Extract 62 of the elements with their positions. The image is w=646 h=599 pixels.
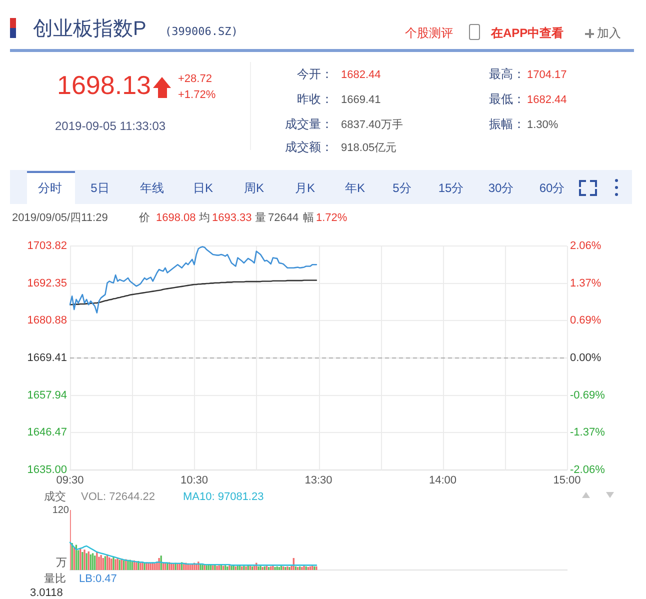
y2-tick-label: -2.06% (570, 464, 606, 476)
text: 量 (255, 212, 266, 224)
text: +1.72% (178, 89, 216, 102)
text: 5日 (90, 181, 110, 196)
text: 年线 (140, 181, 164, 196)
text: 周K (244, 181, 264, 196)
text: 15分 (438, 181, 464, 196)
text: 成交量： (285, 117, 333, 132)
x-tick-label: 14:00 (428, 474, 457, 487)
x-tick-label: 09:30 (56, 474, 84, 487)
text: 918.05亿元 (341, 142, 397, 154)
text: 今开： (297, 67, 333, 82)
x-tick-label: 10:30 (180, 474, 208, 487)
x-tick-label: 15:00 (553, 474, 581, 487)
y2-tick-label: 0.69% (570, 314, 602, 327)
chart-subtitle: (399006.SZ) (165, 25, 238, 38)
text: 2019/09/05/四11:29 (12, 212, 108, 224)
text: 1682.44 (527, 94, 567, 106)
text: 振幅： (489, 117, 525, 132)
y2-tick-label: -1.37% (570, 426, 606, 439)
text: 1704.17 (527, 69, 567, 82)
y-tick-label: 1646.47 (27, 426, 67, 439)
text: 在APP中查看 (491, 26, 564, 40)
text: 6837.40万手 (341, 119, 403, 132)
text: 最低： (489, 92, 525, 106)
text: 1.72% (316, 212, 348, 224)
y-tick-label: 1657.94 (27, 389, 67, 402)
y-tick-label: 1669.41 (27, 352, 67, 364)
y2-tick-label: 1.37% (570, 278, 602, 290)
y2-tick-label: 2.06% (570, 240, 602, 252)
text: +28.72 (178, 73, 212, 86)
text: 60分 (539, 181, 565, 196)
chart-title: 创业板指数P (33, 18, 146, 40)
text: 成交额： (285, 140, 333, 154)
text: 月K (294, 181, 316, 196)
text: 30分 (488, 181, 514, 196)
y-tick-label: 1680.88 (27, 314, 67, 327)
y-tick-label: 1703.82 (27, 240, 67, 252)
text: 日K (192, 181, 214, 196)
text: 幅 (303, 212, 314, 224)
text: 1693.33 (212, 212, 252, 224)
text: 1682.44 (341, 69, 381, 82)
text: 2019-09-05 11:33:03 (55, 119, 166, 134)
text: 价 (139, 212, 150, 224)
text: 个股测评 (405, 26, 453, 40)
text: 昨收： (297, 92, 333, 106)
y2-tick-label: 0.00% (570, 352, 602, 364)
y2-tick-label: -0.69% (570, 390, 606, 402)
text: 1698.13 (57, 70, 151, 100)
y-tick-label: 1635.00 (27, 464, 67, 476)
text: 均 (199, 212, 210, 224)
text: 加入 (597, 26, 621, 40)
x-tick-label: 13:30 (304, 474, 332, 487)
text: 年K (344, 181, 366, 196)
text: 5分 (392, 181, 412, 196)
y-tick-label: 1692.35 (27, 277, 67, 290)
text: 72644 (268, 212, 299, 224)
text: 1669.41 (341, 94, 381, 106)
text: 1698.08 (156, 212, 196, 224)
text: 1.30% (527, 119, 558, 132)
text: 最高： (489, 67, 525, 82)
text: 分时 (38, 181, 62, 196)
